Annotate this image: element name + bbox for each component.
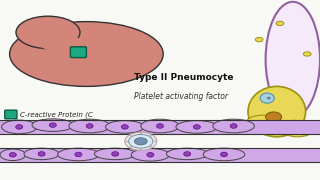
Ellipse shape (166, 148, 208, 160)
Ellipse shape (38, 35, 83, 51)
Text: C-reactive Protein (C: C-reactive Protein (C (20, 111, 92, 118)
Ellipse shape (106, 121, 144, 133)
Ellipse shape (2, 120, 37, 134)
Ellipse shape (58, 148, 99, 161)
Ellipse shape (121, 125, 128, 129)
Ellipse shape (134, 138, 147, 145)
Ellipse shape (263, 131, 271, 135)
Ellipse shape (131, 148, 170, 161)
FancyBboxPatch shape (5, 110, 17, 119)
Text: Platelet activating factor: Platelet activating factor (134, 92, 228, 101)
Ellipse shape (266, 2, 320, 117)
Ellipse shape (193, 125, 200, 129)
Ellipse shape (156, 124, 164, 128)
Ellipse shape (140, 148, 142, 150)
Ellipse shape (130, 146, 132, 148)
Ellipse shape (9, 153, 16, 157)
Bar (0, 120, 320, 134)
Ellipse shape (38, 152, 45, 156)
Ellipse shape (246, 115, 278, 130)
Ellipse shape (176, 121, 218, 133)
Ellipse shape (86, 124, 93, 128)
Ellipse shape (255, 37, 263, 42)
Ellipse shape (291, 120, 298, 125)
Ellipse shape (112, 152, 119, 156)
Ellipse shape (140, 133, 142, 134)
Ellipse shape (154, 141, 156, 142)
Ellipse shape (267, 97, 271, 100)
Ellipse shape (125, 132, 157, 150)
Ellipse shape (266, 112, 282, 122)
Ellipse shape (276, 21, 284, 26)
Ellipse shape (184, 152, 191, 156)
Ellipse shape (220, 152, 228, 157)
FancyBboxPatch shape (70, 47, 86, 58)
Ellipse shape (149, 146, 152, 148)
Ellipse shape (24, 148, 59, 160)
Ellipse shape (69, 119, 110, 133)
Ellipse shape (260, 93, 274, 103)
Ellipse shape (282, 122, 314, 137)
Bar (0, 148, 320, 162)
Ellipse shape (10, 22, 163, 86)
Ellipse shape (149, 135, 152, 136)
Ellipse shape (94, 148, 136, 160)
Ellipse shape (32, 119, 74, 131)
Ellipse shape (16, 125, 23, 129)
Ellipse shape (49, 123, 56, 127)
Text: Type II Pneumocyte: Type II Pneumocyte (134, 73, 234, 82)
Ellipse shape (303, 52, 311, 56)
Ellipse shape (125, 141, 128, 142)
Ellipse shape (141, 119, 179, 133)
Ellipse shape (130, 135, 132, 136)
Ellipse shape (213, 119, 254, 133)
Ellipse shape (75, 152, 82, 157)
Ellipse shape (203, 148, 245, 161)
Ellipse shape (129, 134, 153, 148)
Ellipse shape (16, 16, 80, 49)
Ellipse shape (147, 153, 154, 157)
Ellipse shape (0, 149, 26, 161)
Ellipse shape (248, 86, 306, 137)
Ellipse shape (230, 124, 237, 128)
